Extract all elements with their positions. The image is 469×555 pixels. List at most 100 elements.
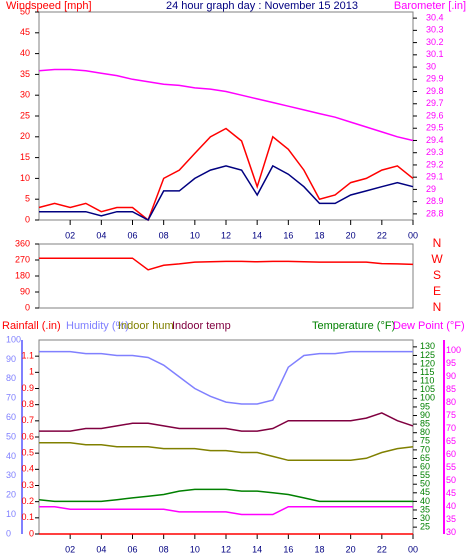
tick-label-y3: 1 <box>29 367 34 377</box>
x-tick-label: 22 <box>377 544 387 554</box>
tick-label-y2: 35 <box>420 504 430 514</box>
tick-label-y2: 60 <box>420 461 430 471</box>
tick-label-y: 30 <box>20 90 30 100</box>
x-tick-label: 20 <box>346 230 356 240</box>
tick-label-y: 70 <box>6 393 16 403</box>
x-tick-label: 10 <box>190 544 200 554</box>
tick-label-y2: 28.9 <box>426 196 444 206</box>
tick-label-y4: 90 <box>446 371 456 381</box>
tick-label-y: 10 <box>6 509 16 519</box>
legend-label: Humidity (%) <box>66 320 129 332</box>
tick-label-y4: 30 <box>446 527 456 537</box>
tick-label-y: 5 <box>25 194 30 204</box>
legend-label: Indoor temp <box>172 320 231 332</box>
compass-label: E <box>433 284 441 298</box>
tick-label-y4: 40 <box>446 501 456 511</box>
x-tick-label: 14 <box>252 544 262 554</box>
tick-label-y4: 95 <box>446 358 456 368</box>
tick-label-y2: 115 <box>420 367 434 377</box>
tick-label-y2: 110 <box>420 376 434 386</box>
x-tick-label: 16 <box>283 230 293 240</box>
tick-label-y: 180 <box>15 270 30 280</box>
tick-label-y3: 0.4 <box>21 464 34 474</box>
tick-label-y2: 29.2 <box>426 159 444 169</box>
tick-label-y2: 29.7 <box>426 98 444 108</box>
series-line <box>39 257 414 271</box>
tick-label-y3: 0.2 <box>21 496 34 506</box>
x-tick-label: 08 <box>159 230 169 240</box>
series-line <box>38 488 413 503</box>
tick-label-y4: 75 <box>446 410 456 420</box>
tick-label-y: 30 <box>6 470 16 480</box>
legend-label: Indoor hum <box>118 320 174 332</box>
tick-label-y3: 0.5 <box>21 448 34 458</box>
tick-label-y2: 50 <box>420 479 430 489</box>
tick-label-y: 20 <box>6 490 16 500</box>
tick-label-y2: 70 <box>420 444 430 454</box>
tick-label-y2: 30 <box>420 513 430 523</box>
tick-label-y4: 50 <box>446 475 456 485</box>
tick-label-y2: 55 <box>420 470 430 480</box>
tick-label-y4: 45 <box>446 488 456 498</box>
tick-label-y2: 45 <box>420 487 430 497</box>
tick-label-y: 45 <box>20 27 30 37</box>
tick-label-y2: 40 <box>420 496 430 506</box>
tick-label-y3: 0 <box>29 528 34 538</box>
tick-label-y2: 100 <box>420 393 435 403</box>
tick-label-y3: 1.1 <box>21 351 34 361</box>
tick-label-y4: 55 <box>446 462 456 472</box>
tick-label-y2: 30.1 <box>426 49 444 59</box>
tick-label-y2: 85 <box>420 418 430 428</box>
x-tick-label: 08 <box>159 544 169 554</box>
tick-label-y2: 130 <box>420 341 435 351</box>
x-tick-label: 06 <box>127 544 137 554</box>
x-tick-label: 14 <box>252 230 262 240</box>
tick-label-y2: 90 <box>420 410 430 420</box>
tick-label-y: 35 <box>20 69 30 79</box>
tick-label-y: 0 <box>6 528 11 538</box>
compass-label: W <box>431 252 443 266</box>
x-tick-label: 12 <box>221 544 231 554</box>
tick-label-y2: 30.3 <box>426 25 444 35</box>
tick-label-y2: 29.1 <box>426 172 444 182</box>
tick-label-y: 50 <box>6 431 16 441</box>
x-tick-label: 16 <box>283 544 293 554</box>
tick-label-y2: 28.8 <box>426 208 444 218</box>
x-tick-label: 22 <box>377 230 387 240</box>
tick-label-y: 15 <box>20 152 30 162</box>
tick-label-y2: 29 <box>426 184 436 194</box>
legend-label: Rainfall (.in) <box>2 320 61 332</box>
series-line <box>39 442 414 462</box>
tick-label-y: 25 <box>20 110 30 120</box>
compass-label: N <box>433 236 442 250</box>
tick-label-y2: 120 <box>420 358 435 368</box>
tick-label-y2: 29.9 <box>426 74 444 84</box>
tick-label-y2: 80 <box>420 427 430 437</box>
windspeed-label: Windspeed [mph] <box>6 0 92 12</box>
tick-label-y4: 60 <box>446 449 456 459</box>
x-tick-label: 02 <box>65 544 75 554</box>
tick-label-y3: 0.9 <box>21 383 34 393</box>
tick-label-y: 90 <box>6 354 16 364</box>
x-tick-label: 00 <box>408 230 418 240</box>
series-line <box>39 164 414 222</box>
tick-label-y: 0 <box>25 214 30 224</box>
tick-label-y4: 65 <box>446 436 456 446</box>
tick-label-y2: 105 <box>420 384 435 394</box>
tick-label-y4: 85 <box>446 384 456 394</box>
tick-label-y: 10 <box>20 173 30 183</box>
compass-label: S <box>433 268 441 282</box>
x-tick-label: 10 <box>190 230 200 240</box>
tick-label-y2: 65 <box>420 453 430 463</box>
tick-label-y2: 29.5 <box>426 123 444 133</box>
x-tick-label: 18 <box>314 230 324 240</box>
tick-label-y: 60 <box>6 412 16 422</box>
legend-label: Temperature (°F) <box>312 320 395 332</box>
series-line <box>38 68 414 142</box>
tick-label-y2: 25 <box>420 522 430 532</box>
tick-label-y: 100 <box>6 334 21 344</box>
tick-label-y2: 30.2 <box>426 37 444 47</box>
tick-label-y2: 95 <box>420 401 430 411</box>
